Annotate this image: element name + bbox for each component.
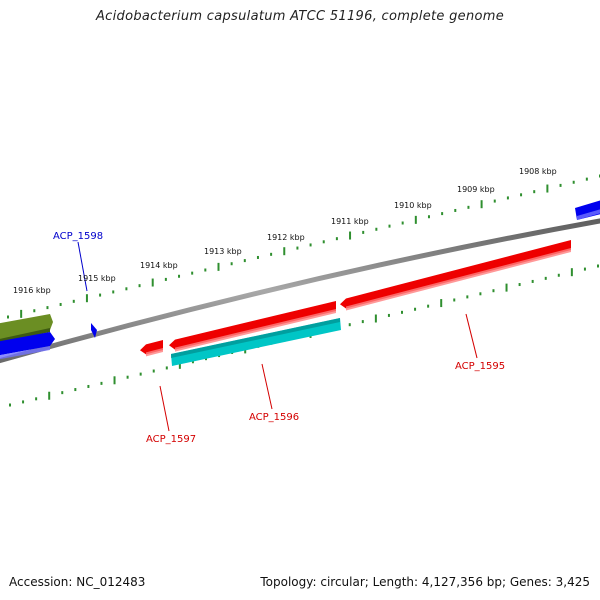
scale-label: 1916 kbp <box>13 286 51 295</box>
genome-backbone <box>0 218 600 364</box>
scale-label: 1914 kbp <box>140 261 178 270</box>
genome-summary-text: Topology: circular; Length: 4,127,356 bp… <box>260 575 590 589</box>
outer-scale-ring <box>7 174 600 319</box>
gene-acp-1596-shade <box>171 318 340 358</box>
gene-label-leader <box>465 313 478 359</box>
gene-label: ACP_1596 <box>249 412 299 423</box>
scale-label: 1911 kbp <box>331 217 369 226</box>
gene-partial-blue-right-shade <box>577 209 600 220</box>
gene-label-leader <box>77 241 88 292</box>
accession-text: Accession: NC_012483 <box>9 575 146 589</box>
page-title: Acidobacterium capsulatum ATCC 51196, co… <box>95 9 505 24</box>
scale-label: 1910 kbp <box>394 201 432 210</box>
scale-labels: 1908 kbp 1909 kbp 1910 kbp 1911 kbp 1912 kbp… <box>13 167 557 295</box>
gene-label-leader <box>261 363 273 410</box>
gene-acp-1598-arrow <box>91 323 97 338</box>
gene-acp-1595-arrow-shade <box>346 248 571 311</box>
gene-partial-blue-arrow <box>0 332 55 356</box>
gene-small-red-arrow-shade <box>146 348 163 357</box>
scale-label: 1913 kbp <box>204 247 242 256</box>
gene-acp-1597-arrow <box>169 301 336 350</box>
scale-label: 1908 kbp <box>519 167 557 176</box>
scale-label: 1915 kbp <box>78 274 116 283</box>
gene-partial-olive-arrow <box>0 314 53 340</box>
gene-features <box>0 200 600 366</box>
gene-acp-1595-arrow <box>340 240 571 309</box>
gene-acp-1597-arrow-shade <box>175 309 336 352</box>
gene-label: ACP_1598 <box>53 231 103 242</box>
gene-label: ACP_1595 <box>455 361 505 372</box>
scale-label: 1909 kbp <box>457 185 495 194</box>
gene-label-leader <box>159 385 170 432</box>
gene-label: ACP_1597 <box>146 434 196 445</box>
backbone-strand <box>0 218 600 364</box>
gene-partial-blue-shade <box>0 346 50 360</box>
scale-label: 1912 kbp <box>267 233 305 242</box>
gene-labels: ACP_1595 ACP_1596 ACP_1597 ACP_1598 <box>53 231 505 445</box>
